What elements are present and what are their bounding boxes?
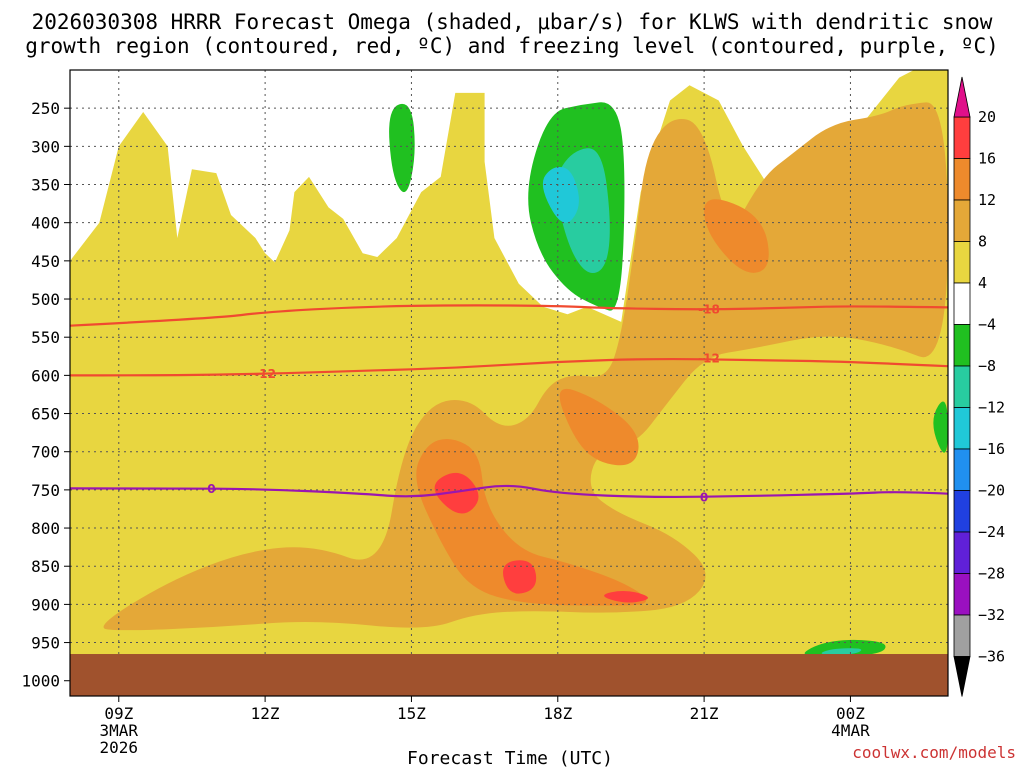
colorbar-swatch-6 [953,365,971,408]
colorbar-label-9: −20 [978,482,1005,500]
colorbar-swatch-9 [953,490,971,533]
chart-title-line1: 2026030308 HRRR Forecast Omega (shaded, … [32,10,993,34]
colorbar-swatch-12 [953,614,971,657]
freezing-level-contour [70,484,948,499]
x-tick-label-3-0: 18Z [543,704,572,723]
contour-label-4: 0 [700,491,708,505]
y-tick-label-400: 400 [31,214,60,233]
colorbar-swatch-2 [953,199,971,242]
omega-region-neg12 [542,166,579,223]
colorbar-label-5: −4 [978,316,996,334]
x-tick-label-1-0: 12Z [251,704,280,723]
colorbar-swatch-7 [953,407,971,450]
y-tick-label-700: 700 [31,443,60,462]
omega-region-neg4 [933,401,948,453]
y-tick-label-300: 300 [31,137,60,156]
grid [70,70,948,696]
colorbar-swatch-0 [953,116,971,159]
x-axis-title: Forecast Time (UTC) [407,748,613,768]
omega-region-neg8 [821,648,862,655]
y-tick-label-550: 550 [31,328,60,347]
y-tick-label-1000: 1000 [21,672,60,691]
x-tick-label-0-1: 3MAR [100,721,139,740]
plot-frame [69,69,949,697]
x-tick-label-5-0: 00Z [836,704,865,723]
colorbar-bottom-arrow [953,656,971,697]
colorbar-swatch-4 [953,282,971,325]
colorbar-swatch-11 [953,573,971,616]
colorbar-label-11: −28 [978,565,1005,583]
ground-surface [70,654,948,696]
colorbar-label-3: 8 [978,233,987,251]
plot-area: -18 -12 -12 0 0 [69,69,949,697]
y-tick-label-900: 900 [31,595,60,614]
contour-label-2: -12 [698,352,720,366]
omega-region-pos12 [559,388,639,466]
y-tick-label-850: 850 [31,557,60,576]
x-tick-label-0-2: 2026 [100,738,139,757]
colorbar-swatch-5 [953,324,971,367]
chart-title-line2: growth region (contoured, red, ºC) and f… [25,34,999,58]
y-tick-label-600: 600 [31,366,60,385]
colorbar-swatch-10 [953,531,971,574]
colorbar-top-arrow [953,76,971,118]
y-tick-label-500: 500 [31,290,60,309]
y-tick-label-750: 750 [31,481,60,500]
y-tick-label-350: 350 [31,176,60,195]
contours [70,304,948,499]
colorbar-label-8: −16 [978,440,1005,458]
y-tick-label-800: 800 [31,519,60,538]
contour-label-0: -18 [698,303,720,317]
dgz-contour-m18 [70,304,948,327]
colorbar-label-4: 4 [978,274,987,292]
omega-region-pos12 [704,199,769,273]
y-tick-label-650: 650 [31,405,60,424]
omega-region-pos12 [416,438,647,606]
omega-region-pos16 [604,590,648,603]
colorbar-label-7: −12 [978,399,1005,417]
y-tick-label-950: 950 [31,634,60,653]
omega-region-pos16 [503,560,537,594]
x-tick-label-0-0: 09Z [104,704,133,723]
colorbar-swatch-8 [953,448,971,491]
colorbar-swatch-3 [953,241,971,284]
y-tick-label-450: 450 [31,252,60,271]
omega-region-pos16 [434,472,479,514]
contour-label-3: 0 [207,482,215,496]
colorbar-label-10: −24 [978,523,1005,541]
colorbar: 20 16 12 8 4 −4 −8 −12 −16 −20 −24 −28 −32 −36 [953,76,1005,697]
contour-label-1: -12 [254,367,276,381]
colorbar-label-6: −8 [978,357,996,375]
y-axis: 250 300 350 400 450 500 550 600 650 700 750 800 850 9… [21,99,70,691]
colorbar-label-2: 12 [978,191,996,209]
colorbar-label-12: −32 [978,606,1005,624]
credit-link[interactable]: coolwx.com/models [852,743,1016,762]
y-tick-label-250: 250 [31,99,60,118]
x-tick-label-2-0: 15Z [397,704,426,723]
x-tick-label-5-1: 4MAR [831,721,870,740]
omega-shading [70,70,948,696]
colorbar-label-0: 20 [978,108,996,126]
colorbar-swatch-1 [953,158,971,201]
colorbar-label-1: 16 [978,150,996,168]
x-tick-label-4-0: 21Z [690,704,719,723]
dgz-contour-m12 [70,357,948,377]
omega-region-neg4 [389,103,415,193]
colorbar-label-13: −36 [978,648,1005,666]
